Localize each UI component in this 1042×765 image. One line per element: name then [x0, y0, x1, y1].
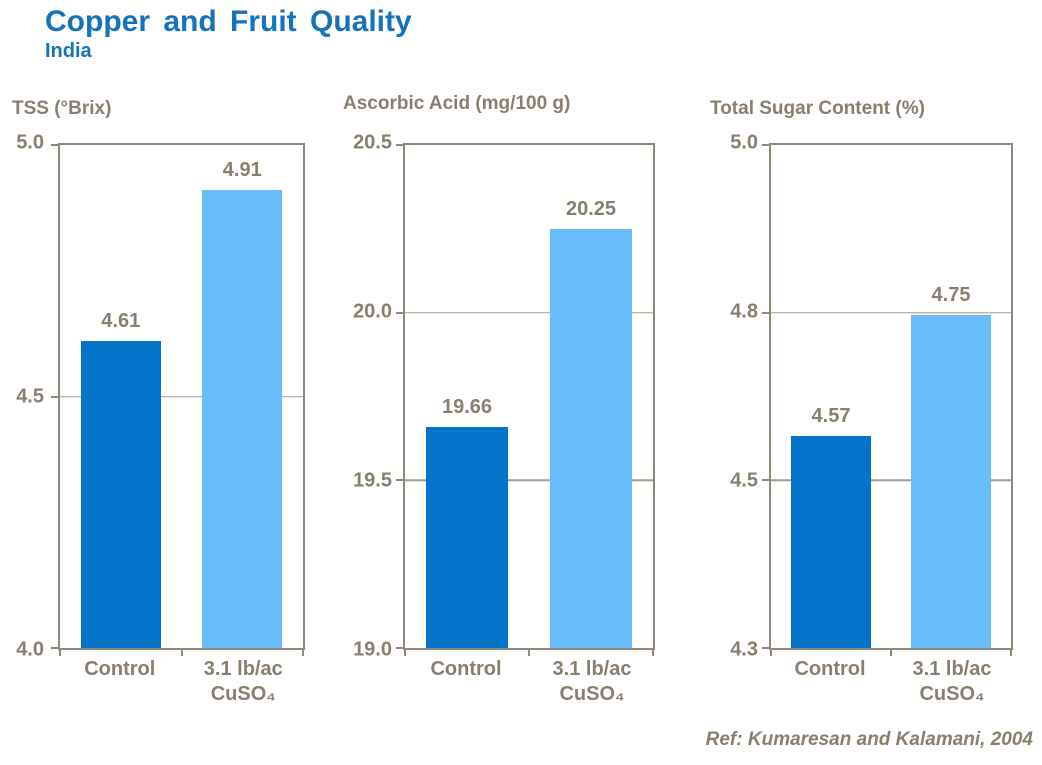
- chart-total-sugar: Total Sugar Content (%) 5.0 4.8 4.5 4.3 4.5…: [700, 96, 1013, 726]
- bar-value-label: 4.57: [811, 404, 851, 427]
- x-axis-tick: [404, 648, 406, 656]
- reference-text: Ref: Kumaresan and Kalamani, 2004: [705, 729, 1033, 750]
- y-axis-tick: [762, 647, 771, 649]
- bar-value-label: 19.66: [441, 395, 493, 418]
- y-axis: 20.5 20.0 19.5 19.0: [330, 132, 392, 661]
- bar-slot: 4.61: [60, 145, 182, 648]
- y-axis-tick-label: 20.5: [353, 131, 392, 154]
- y-axis-tick-label: 19.0: [353, 638, 392, 661]
- bar-value-label: 4.91: [222, 159, 262, 182]
- y-axis-tick: [762, 311, 771, 314]
- bar-slot: 4.91: [182, 145, 304, 648]
- bar-slot: 4.57: [771, 145, 891, 648]
- bar: [426, 426, 508, 648]
- x-axis-tick: [652, 648, 654, 656]
- y-axis-tick: [51, 647, 60, 649]
- bar-value-label: 20.25: [565, 198, 617, 221]
- chart-title: Total Sugar Content (%): [710, 98, 925, 119]
- bar: [791, 435, 871, 648]
- category-label: Control: [794, 658, 866, 680]
- gridline: [60, 395, 303, 398]
- x-axis-tick: [528, 648, 530, 656]
- x-axis-tick: [59, 648, 61, 656]
- y-axis-tick: [396, 479, 405, 482]
- x-axis-tick: [302, 648, 304, 656]
- y-axis-tick-label: 4.8: [730, 300, 758, 323]
- bar-slot: 19.66: [405, 145, 529, 648]
- bar-slot: 4.75: [891, 145, 1011, 648]
- y-axis-tick-label: 4.0: [16, 638, 44, 661]
- bar-slot: 20.25: [529, 145, 653, 648]
- y-axis-tick: [51, 144, 60, 146]
- x-axis-tick: [890, 648, 892, 656]
- y-axis-tick: [396, 144, 405, 146]
- plot-area: 4.57 4.75: [762, 143, 1013, 656]
- y-axis-tick-label: 5.0: [16, 131, 44, 154]
- page-subtitle: India: [45, 40, 92, 62]
- y-axis-tick: [396, 647, 405, 649]
- plot-area: 19.66 20.25: [396, 143, 655, 656]
- y-axis-tick: [762, 144, 771, 146]
- page-title: Copper and Fruit Quality: [45, 5, 412, 38]
- bar: [550, 229, 632, 648]
- category-label: 3.1 lb/ac CuSO₄: [912, 658, 992, 705]
- category-label: 3.1 lb/ac CuSO₄: [203, 658, 283, 705]
- x-axis-tick: [770, 648, 772, 656]
- chart-tss-brix: TSS (°Brix) 5.0 4.5 4.0 4.61 4.91 Control 3.…: [0, 96, 305, 726]
- x-axis-tick: [180, 648, 183, 656]
- category-label: Control: [430, 658, 502, 680]
- gridline: [405, 479, 653, 482]
- y-axis-tick: [762, 479, 771, 482]
- gridline: [771, 479, 1011, 482]
- y-axis-tick-label: 19.5: [353, 469, 392, 492]
- chart-title: Ascorbic Acid (mg/100 g): [343, 93, 571, 114]
- x-axis: Control 3.1 lb/ac CuSO₄: [769, 657, 1013, 717]
- y-axis-tick-label: 4.3: [730, 638, 758, 661]
- x-axis: Control 3.1 lb/ac CuSO₄: [58, 657, 305, 717]
- bar: [80, 341, 161, 648]
- gridline: [405, 311, 653, 314]
- category-label: 3.1 lb/ac CuSO₄: [552, 658, 632, 705]
- plot-area: 4.61 4.91: [51, 143, 305, 656]
- chart-ascorbic-acid: Ascorbic Acid (mg/100 g) 20.5 20.0 19.5 19.…: [330, 93, 655, 726]
- y-axis-tick-label: 4.5: [730, 469, 758, 492]
- bar: [202, 190, 283, 648]
- chart-title: TSS (°Brix): [12, 98, 112, 119]
- category-label: Control: [84, 658, 156, 680]
- y-axis-tick-label: 20.0: [353, 300, 392, 323]
- bar: [911, 314, 991, 648]
- y-axis-tick-label: 5.0: [730, 131, 758, 154]
- x-axis: Control 3.1 lb/ac CuSO₄: [403, 657, 655, 717]
- y-axis-tick-label: 4.5: [16, 385, 44, 407]
- y-axis: 5.0 4.5 4.0: [0, 132, 44, 661]
- gridline: [771, 311, 1011, 314]
- y-axis: 5.0 4.8 4.5 4.3: [700, 132, 758, 661]
- x-axis-tick: [1010, 648, 1012, 656]
- bar-value-label: 4.61: [101, 310, 141, 333]
- y-axis-tick: [396, 311, 405, 314]
- y-axis-tick: [51, 395, 60, 398]
- bar-value-label: 4.75: [931, 283, 971, 306]
